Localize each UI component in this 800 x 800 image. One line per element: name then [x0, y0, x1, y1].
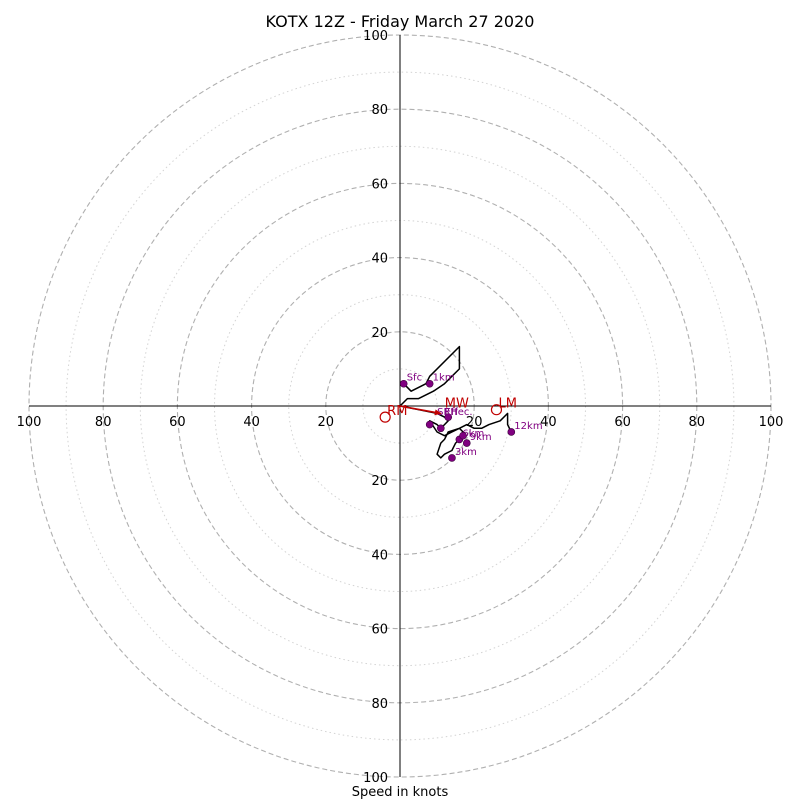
y-tick-label: 20 [371, 474, 388, 489]
annotation-label: Effec. [445, 407, 473, 418]
x-tick-label: 80 [95, 415, 112, 430]
y-tick-label: 60 [371, 177, 388, 192]
height-marker-point [507, 428, 516, 436]
height-marker-point [425, 420, 434, 429]
x-tick-label: 100 [759, 415, 784, 430]
height-marker-label: 12km [514, 421, 542, 432]
height-marker-point [462, 439, 471, 447]
y-tick-label: 60 [371, 623, 388, 638]
height-marker-point [425, 379, 434, 388]
x-tick-label: 40 [540, 415, 557, 430]
chart-title: KOTX 12Z - Friday March 27 2020 [266, 12, 535, 31]
storm-motion-marker [379, 411, 391, 423]
x-tick-label: 20 [318, 415, 335, 430]
wind-profile-line [399, 345, 512, 459]
x-axis-label: Speed in knots [352, 785, 449, 800]
height-marker-label: Sfc [407, 373, 422, 384]
storm-motion-label: LM [498, 397, 516, 412]
hodograph-trace [399, 345, 512, 459]
y-tick-label: 40 [371, 548, 388, 563]
y-tick-label: 100 [363, 29, 388, 44]
y-tick-label: 80 [371, 103, 388, 118]
height-marker-label: 9km [470, 432, 492, 443]
height-marker-label: 6km [462, 428, 484, 439]
y-tick-label: 40 [371, 252, 388, 267]
height-marker-point [444, 413, 453, 421]
height-marker-point [399, 379, 408, 388]
storm-motion-marker [490, 404, 503, 416]
y-tick-label: 80 [371, 697, 388, 712]
x-tick-label: 60 [614, 415, 631, 430]
height-marker-label: 3km [455, 447, 477, 458]
annotation-label: SRH [437, 407, 458, 418]
storm-motion-label: RM [387, 404, 407, 419]
tick-labels: 100 80 60 40 20 20 40 60 80 100100806040202040608… [17, 29, 784, 786]
y-tick-label: 20 [371, 326, 388, 341]
mean-wind-label: MW [445, 396, 469, 411]
x-tick-label: 60 [169, 415, 186, 430]
storm-motions: RM LM MW [379, 396, 517, 423]
x-tick-label: 40 [243, 415, 260, 430]
height-marker-label: 1km [433, 373, 455, 384]
x-tick-label: 100 [17, 415, 42, 430]
height-marker-point [459, 431, 467, 440]
mean-wind-arrow [399, 405, 442, 416]
y-tick-label: 100 [363, 771, 388, 786]
height-marker-point [437, 424, 445, 433]
height-marker-point [448, 454, 456, 462]
x-tick-label: 80 [689, 415, 706, 430]
